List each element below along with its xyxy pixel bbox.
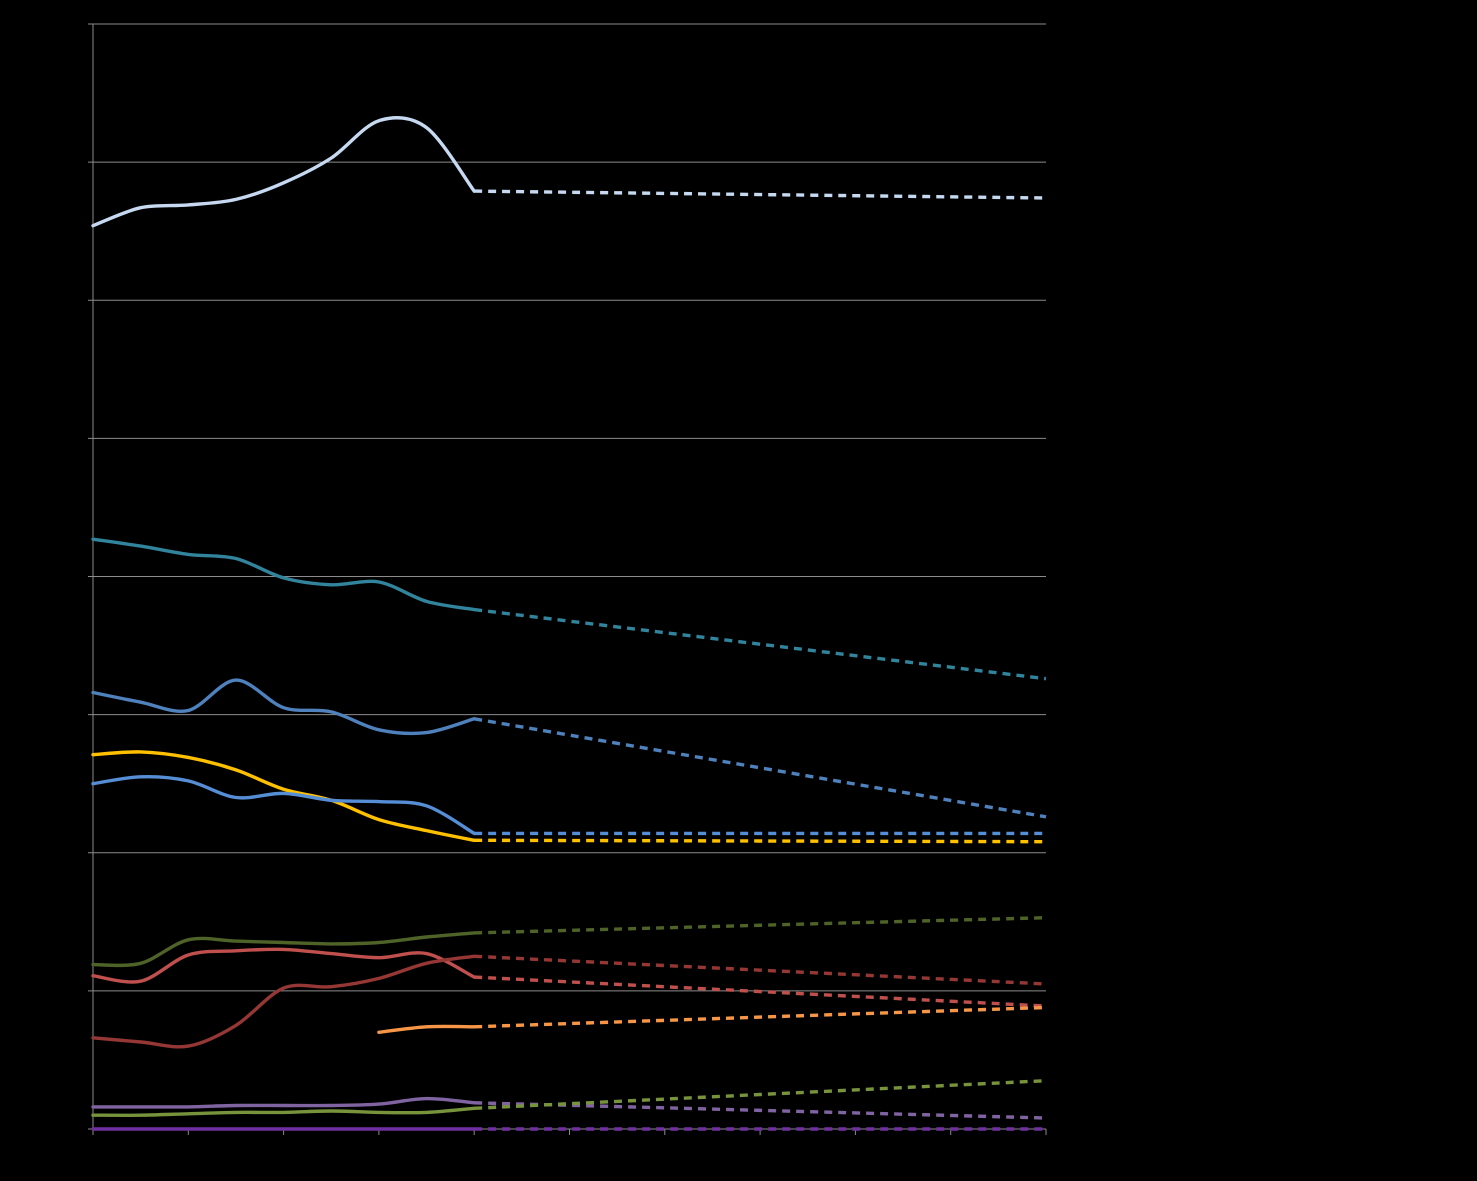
series-2-projection-line [473,607,1047,681]
series-11-projection-line [474,1079,1047,1110]
gridlines [93,23,1046,992]
series-2 [91,537,1047,681]
series-7-projection-line [474,975,1047,1008]
series-8-projection-line [474,954,1047,986]
series-10-historical-line [91,1096,476,1109]
series-10-projection-line [474,1101,1047,1120]
series-6-projection-line [474,916,1047,935]
series-11 [91,1079,1047,1117]
series-8-historical-line [91,954,476,1049]
series-9 [377,1005,1047,1034]
series-6 [91,916,1047,968]
series-3 [91,678,1047,819]
series-6-historical-line [91,931,476,968]
series-1 [91,116,1047,228]
series-3-historical-line [91,678,476,736]
plot-area [91,116,1047,1131]
series-5-historical-line [91,774,476,836]
series-4-projection-line [474,838,1047,844]
series-4-historical-line [91,750,476,842]
series-3-projection-line [473,717,1047,819]
series-11-historical-line [91,1106,476,1117]
series-1-historical-line [91,116,476,228]
series-1-projection-line [474,189,1047,200]
series-4 [91,750,1047,844]
series-9-projection-line [474,1005,1047,1029]
series-7 [91,947,1047,1008]
series-8 [91,954,1047,1049]
series-7-historical-line [91,947,476,984]
series-5 [91,774,1046,836]
series-9-historical-line [377,1024,476,1034]
series-10 [91,1096,1047,1120]
series-2-historical-line [91,537,476,612]
